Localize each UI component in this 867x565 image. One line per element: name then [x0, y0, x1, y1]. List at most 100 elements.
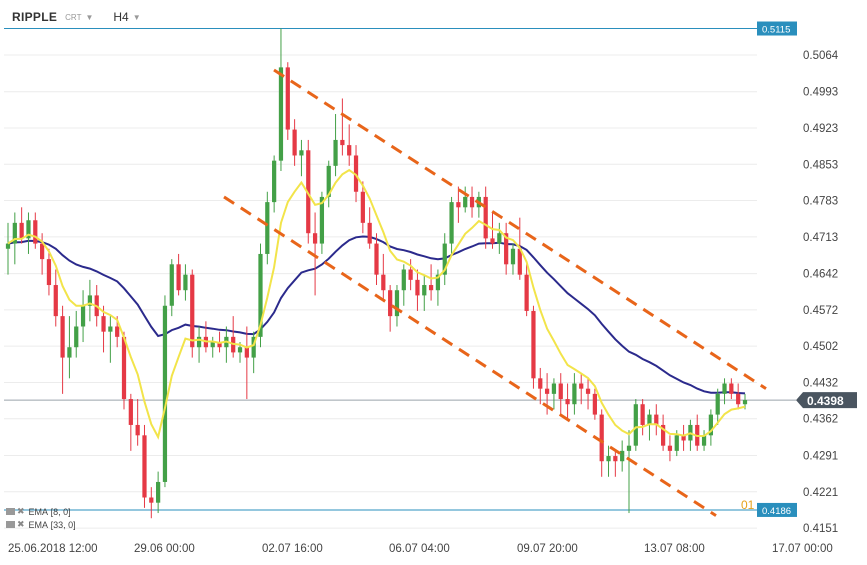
candle-body [742, 400, 748, 405]
indicator-ema-fast[interactable]: ✖ EMA [8, 0] [6, 506, 71, 517]
ema-8-path [7, 168, 746, 440]
candle-body [67, 347, 72, 358]
candle-body [667, 445, 673, 451]
candle-body [33, 220, 38, 244]
indicator-params: [8, 0] [50, 506, 71, 517]
candle-body [544, 388, 550, 394]
candle-body [708, 414, 713, 436]
candle-body [599, 414, 604, 462]
candle-body [729, 383, 734, 394]
candle-body [176, 264, 181, 291]
y-tick-label: 0.4993 [803, 87, 838, 99]
current-price-tag [796, 392, 857, 409]
x-tick-label: 09.07 20:00 [517, 543, 578, 555]
y-tick-label: 0.4432 [803, 377, 838, 389]
candle-body [53, 285, 58, 317]
y-tick-label: 0.4853 [803, 159, 838, 171]
candle-body [292, 129, 297, 156]
y-tick-label: 0.4291 [803, 451, 838, 463]
y-tick-label: 0.4713 [803, 232, 838, 244]
candle-body [510, 248, 516, 265]
candle-body [647, 414, 652, 425]
channel-upper-line [273, 68, 767, 390]
indicator-settings-icon[interactable] [6, 521, 15, 528]
candle-body [394, 290, 400, 317]
indicator-name: EMA [28, 519, 49, 530]
candle-body [469, 196, 475, 208]
candle-body [579, 383, 584, 389]
y-axis: 0.5064 0.4993 0.4923 0.4853 0.4783 0.4713 0.46… [803, 50, 839, 535]
indicator-ema-slow[interactable]: ✖ EMA [33, 0] [6, 519, 76, 530]
indicator-settings-icon[interactable] [6, 508, 15, 515]
candle-body [449, 202, 454, 244]
candle-body [367, 222, 372, 244]
timeframe-label[interactable]: H4 [113, 10, 129, 24]
indicator-params: [33, 0] [50, 519, 76, 530]
candle-body [87, 295, 93, 306]
candle-body [299, 150, 304, 156]
y-tick-label: 0.4642 [803, 269, 838, 281]
candle-body [128, 399, 133, 425]
y-tick-label: 0.4221 [803, 487, 838, 499]
candle-body [736, 393, 741, 405]
candle-body [654, 414, 659, 425]
candle-body [408, 269, 413, 280]
candle-body [347, 145, 352, 156]
timeframe-dropdown-icon[interactable]: ▼ [132, 12, 141, 22]
candle-body [265, 202, 270, 254]
candle-body [19, 222, 24, 239]
horizontal-lines [4, 28, 796, 511]
hline-tag [757, 21, 797, 36]
candle-body [333, 139, 338, 166]
candle-body [701, 435, 707, 446]
candle-body [381, 274, 386, 291]
candle-body [251, 336, 256, 358]
symbol-label[interactable]: RIPPLE [12, 10, 58, 24]
y-tick-label: 0.4362 [803, 414, 838, 426]
candle-body [121, 336, 127, 400]
candle-body [135, 424, 140, 436]
candle-body [490, 238, 495, 244]
x-tick-label: 25.06.2018 12:00 [8, 543, 98, 555]
candle-body [674, 435, 679, 451]
x-tick-label: 06.07 04:00 [389, 543, 450, 555]
candle-body [456, 202, 461, 208]
candle-body [660, 424, 666, 446]
candle-body [442, 243, 447, 275]
y-tick-label: 0.4783 [803, 196, 838, 208]
candle-body [681, 435, 686, 441]
candle-body [5, 243, 11, 249]
candle-body [585, 388, 591, 394]
close-icon[interactable]: ✖ [17, 519, 25, 529]
symbol-dropdown-icon[interactable]: ▼ [85, 12, 94, 22]
candles-layer[interactable] [5, 28, 748, 519]
x-tick-label: 17.07 00:00 [772, 543, 833, 555]
candle-body [258, 253, 263, 337]
candle-body [415, 279, 420, 296]
y-tick-label: 0.5064 [803, 50, 839, 62]
candle-body [169, 264, 174, 306]
candle-body [306, 150, 311, 234]
y-tick-label: 0.4502 [803, 341, 838, 353]
x-axis: 25.06.2018 12:00 29.06 00:00 02.07 16:00 06… [8, 543, 833, 555]
candle-body [374, 243, 379, 275]
candle-body [340, 139, 345, 146]
candle-body [626, 445, 632, 451]
candle-body [640, 404, 645, 425]
candle-body [278, 67, 284, 161]
candle-body [620, 450, 625, 462]
trend-channel[interactable] [223, 68, 767, 517]
candle-body [312, 233, 318, 244]
candle-body [196, 336, 202, 348]
y-tick-label: 0.4151 [803, 523, 838, 535]
candle-body [12, 222, 17, 244]
candle-body [558, 383, 563, 400]
close-icon[interactable]: ✖ [17, 506, 25, 516]
partial-label: 01 [741, 498, 755, 512]
candle-body [46, 259, 52, 286]
candle-body [210, 342, 215, 348]
candle-body [592, 393, 597, 415]
candle-body [524, 274, 529, 311]
candle-body [183, 274, 188, 291]
